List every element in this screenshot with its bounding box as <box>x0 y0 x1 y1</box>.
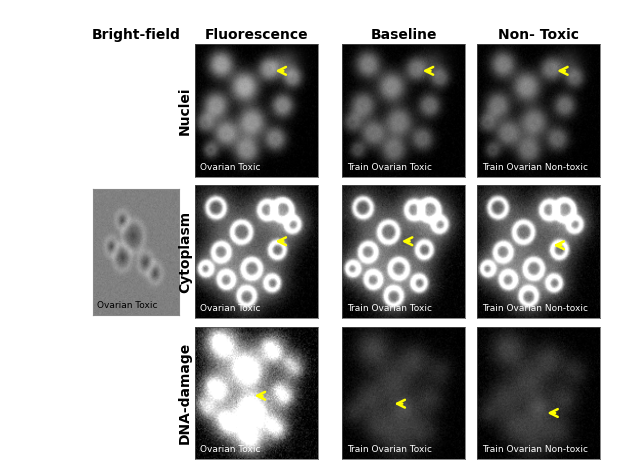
Text: Train Ovarian Toxic: Train Ovarian Toxic <box>348 445 432 454</box>
Text: Cytoplasm: Cytoplasm <box>178 211 192 293</box>
Text: DNA-damage: DNA-damage <box>178 342 192 444</box>
Text: Ovarian Toxic: Ovarian Toxic <box>200 445 260 454</box>
Text: Non- Toxic: Non- Toxic <box>498 28 579 42</box>
Text: Train Ovarian Non-toxic: Train Ovarian Non-toxic <box>482 163 588 172</box>
Text: Ovarian Toxic: Ovarian Toxic <box>200 163 260 172</box>
Text: Train Ovarian Toxic: Train Ovarian Toxic <box>348 304 432 313</box>
Text: Bright-field: Bright-field <box>92 28 180 42</box>
Text: Ovarian Toxic: Ovarian Toxic <box>97 301 157 310</box>
Text: Nuclei: Nuclei <box>178 86 192 135</box>
Text: Train Ovarian Toxic: Train Ovarian Toxic <box>348 163 432 172</box>
Text: Train Ovarian Non-toxic: Train Ovarian Non-toxic <box>482 445 588 454</box>
Text: Ovarian Toxic: Ovarian Toxic <box>200 304 260 313</box>
Text: Train Ovarian Non-toxic: Train Ovarian Non-toxic <box>482 304 588 313</box>
Text: Fluorescence: Fluorescence <box>205 28 308 42</box>
Text: Baseline: Baseline <box>371 28 437 42</box>
